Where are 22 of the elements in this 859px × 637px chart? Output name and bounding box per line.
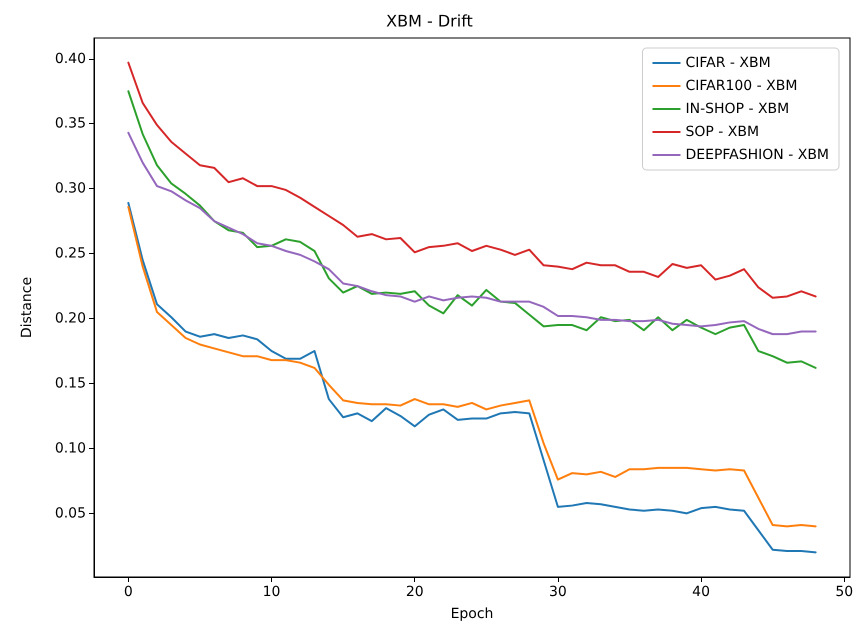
x-axis-title: Epoch [450,606,494,622]
y-tick-label: 0.30 [54,180,86,197]
legend-label: CIFAR100 - XBM [685,78,798,94]
y-axis-title: Distance [19,276,35,338]
y-tick-label: 0.35 [54,116,86,132]
y-tick-label: 0.25 [54,246,86,262]
x-tick-label: 10 [262,584,280,600]
x-tick-label: 40 [692,584,710,600]
legend-label: SOP - XBM [685,124,760,140]
y-tick-label: 0.15 [54,375,86,392]
legend-label: CIFAR - XBM [685,55,771,71]
y-tick-label: 0.05 [54,505,86,522]
chart-title: XBM - Drift [386,12,473,30]
legend-label: DEEPFASHION - XBM [685,147,830,163]
legend-label: IN-SHOP - XBM [685,101,790,117]
x-tick-label: 20 [406,584,424,600]
y-tick-label: 0.40 [54,50,86,67]
x-tick-label: 0 [124,584,133,600]
x-tick-label: 30 [548,584,567,600]
y-tick-label: 0.10 [54,440,86,456]
x-tick-label: 50 [835,584,854,600]
y-tick-label: 0.20 [54,310,86,327]
